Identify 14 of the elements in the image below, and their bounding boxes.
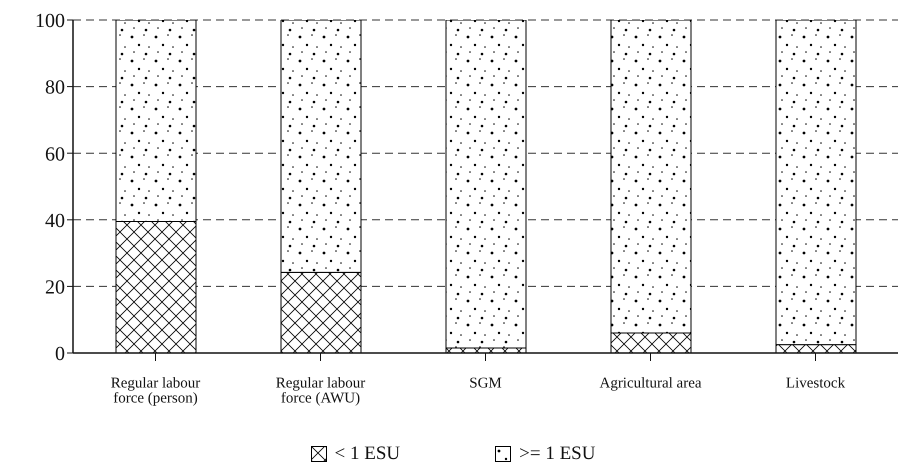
bar [446, 20, 526, 349]
legend-label: < 1 ESU [334, 443, 400, 465]
y-tick-label: 100 [35, 10, 65, 32]
y-tick-label: 20 [45, 276, 65, 298]
y-tick-label: 40 [45, 210, 65, 232]
x-tick-label: Regular labour force (person) [110, 376, 200, 407]
legend-label: >= 1 ESU [519, 443, 596, 465]
x-tick-label: Regular labour force (AWU) [276, 376, 366, 407]
x-tick-label: Agricultural area [599, 376, 702, 392]
y-tick-label: 60 [45, 143, 65, 166]
y-tick-label: 0 [55, 343, 65, 366]
x-tick-label: Livestock [786, 376, 846, 392]
y-tick-label: 80 [45, 76, 65, 99]
x-tick-label: SGM [469, 376, 502, 392]
